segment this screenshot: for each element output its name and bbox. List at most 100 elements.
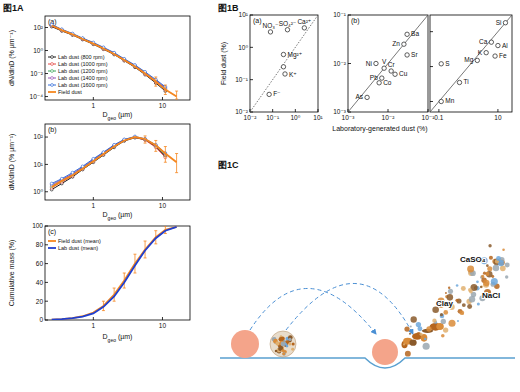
legend: Lab dust (800 rpm)Lab dust (1000 rpm) Lab… (48, 54, 108, 95)
error-cap (164, 146, 167, 147)
panel: 10⁻²10⁻¹10⁰10¹10⁻²10⁻¹10⁰10¹(a)Field dus… (220, 11, 324, 121)
ejected-clay (409, 340, 416, 346)
series-line (52, 25, 166, 87)
point (484, 50, 488, 54)
legend-marker (51, 56, 54, 59)
x-tick-label: 10⁻² (382, 114, 396, 121)
plot-area (50, 23, 178, 99)
point-label: Sr (411, 51, 418, 58)
legend-label: Field dust (mean) (58, 238, 101, 244)
plot-frame (250, 15, 318, 112)
point-label: SO₄²⁻ (279, 20, 297, 27)
y-tick (45, 164, 48, 165)
plot-area (50, 135, 178, 191)
y-tick-label: 10² (34, 133, 44, 140)
legend-label: Lab dust (mean) (58, 245, 98, 251)
point (281, 52, 285, 56)
x-tick (93, 197, 94, 200)
point (281, 65, 285, 69)
error-stem (176, 154, 177, 173)
point (268, 30, 272, 34)
y-tick (45, 301, 48, 302)
y-tick-label: 10¹ (239, 11, 249, 18)
point-label: As (355, 93, 363, 100)
aggregate-grain (282, 352, 285, 355)
point-label: Al (502, 42, 508, 49)
aggregate-grain (292, 342, 295, 345)
aggregate-grain (282, 352, 286, 356)
x-tick (497, 109, 498, 112)
legend: Field dust (mean)Lab dust (mean) (48, 238, 101, 251)
y-tick (250, 15, 253, 16)
emitted-particle (426, 326, 431, 331)
point-label: Pb (370, 74, 378, 81)
emitted-particle (481, 275, 484, 278)
point (50, 182, 53, 185)
legend-swatch (48, 57, 56, 58)
emitted-particle (423, 343, 430, 350)
emitted-particle (467, 266, 474, 273)
emitted-particle (443, 327, 448, 332)
y-axis-label: Field dust (%) (220, 42, 228, 85)
emitted-particle (440, 314, 445, 319)
impacting-particle (372, 339, 398, 365)
point (382, 66, 386, 70)
x-tick-label: 10 (159, 102, 167, 109)
emitted-particle (448, 320, 455, 327)
emitted-particle (476, 281, 479, 284)
panel-label: 图1A (3, 3, 24, 13)
emitted-particle (486, 264, 489, 267)
point (377, 81, 381, 85)
point (365, 95, 369, 99)
emitted-particle (496, 256, 501, 261)
point-label: Ba (411, 30, 419, 37)
plot-area (430, 15, 512, 112)
legend-label: Lab dust (800 rpm) (58, 54, 105, 60)
legend-marker (51, 84, 54, 87)
one-to-one-line (430, 15, 512, 112)
panel: 11010⁻⁴10⁻²10⁰10²(a)Dgeo (µm)dN/dlnD (% … (8, 16, 190, 121)
error-cap (164, 85, 167, 86)
error-cap (154, 76, 157, 77)
legend-label: Lab dust (1400 rpm) (58, 75, 108, 81)
diagram-label: NaCl (482, 291, 500, 300)
emitted-particle (469, 296, 475, 302)
emitted-particle (505, 262, 510, 267)
y-tick (45, 320, 48, 321)
error-cap (175, 153, 178, 154)
error-bar (175, 154, 178, 173)
emitted-particle (488, 244, 491, 247)
y-tick-label: 10⁻² (235, 108, 249, 115)
error-stem (155, 140, 156, 151)
series-line (52, 25, 177, 96)
point (489, 40, 493, 44)
y-tick-label: 10⁻² (30, 70, 44, 77)
emitted-particle (483, 280, 489, 286)
x-tick-label: 0.1 (434, 114, 443, 121)
y-tick-label: 40 (36, 279, 44, 286)
emitted-particle (461, 286, 466, 291)
point (493, 54, 497, 58)
aggregate-grain (275, 350, 278, 353)
legend-label: Lab dust (1600 rpm) (58, 82, 108, 88)
ejected-clay (436, 323, 443, 330)
point (402, 42, 406, 46)
error-stem (165, 85, 166, 94)
aggregate-grain (281, 337, 285, 341)
x-tick (388, 109, 389, 112)
y-tick (45, 191, 48, 192)
emitted-particle (409, 333, 411, 335)
point-label: Si (496, 19, 502, 26)
emitted-particle (432, 318, 436, 322)
point (389, 69, 393, 73)
emitted-particle (417, 326, 422, 331)
legend-label: Lab dust (1000 rpm) (58, 61, 108, 67)
point-label: Ti (464, 78, 469, 85)
plot-frame (348, 15, 428, 112)
x-tick-label: 10 (494, 114, 502, 121)
plot-area (52, 226, 177, 320)
emitted-particle (486, 271, 492, 277)
error-cap (175, 172, 178, 173)
point-label: K⁺ (289, 71, 297, 78)
point-label: V (382, 58, 387, 65)
